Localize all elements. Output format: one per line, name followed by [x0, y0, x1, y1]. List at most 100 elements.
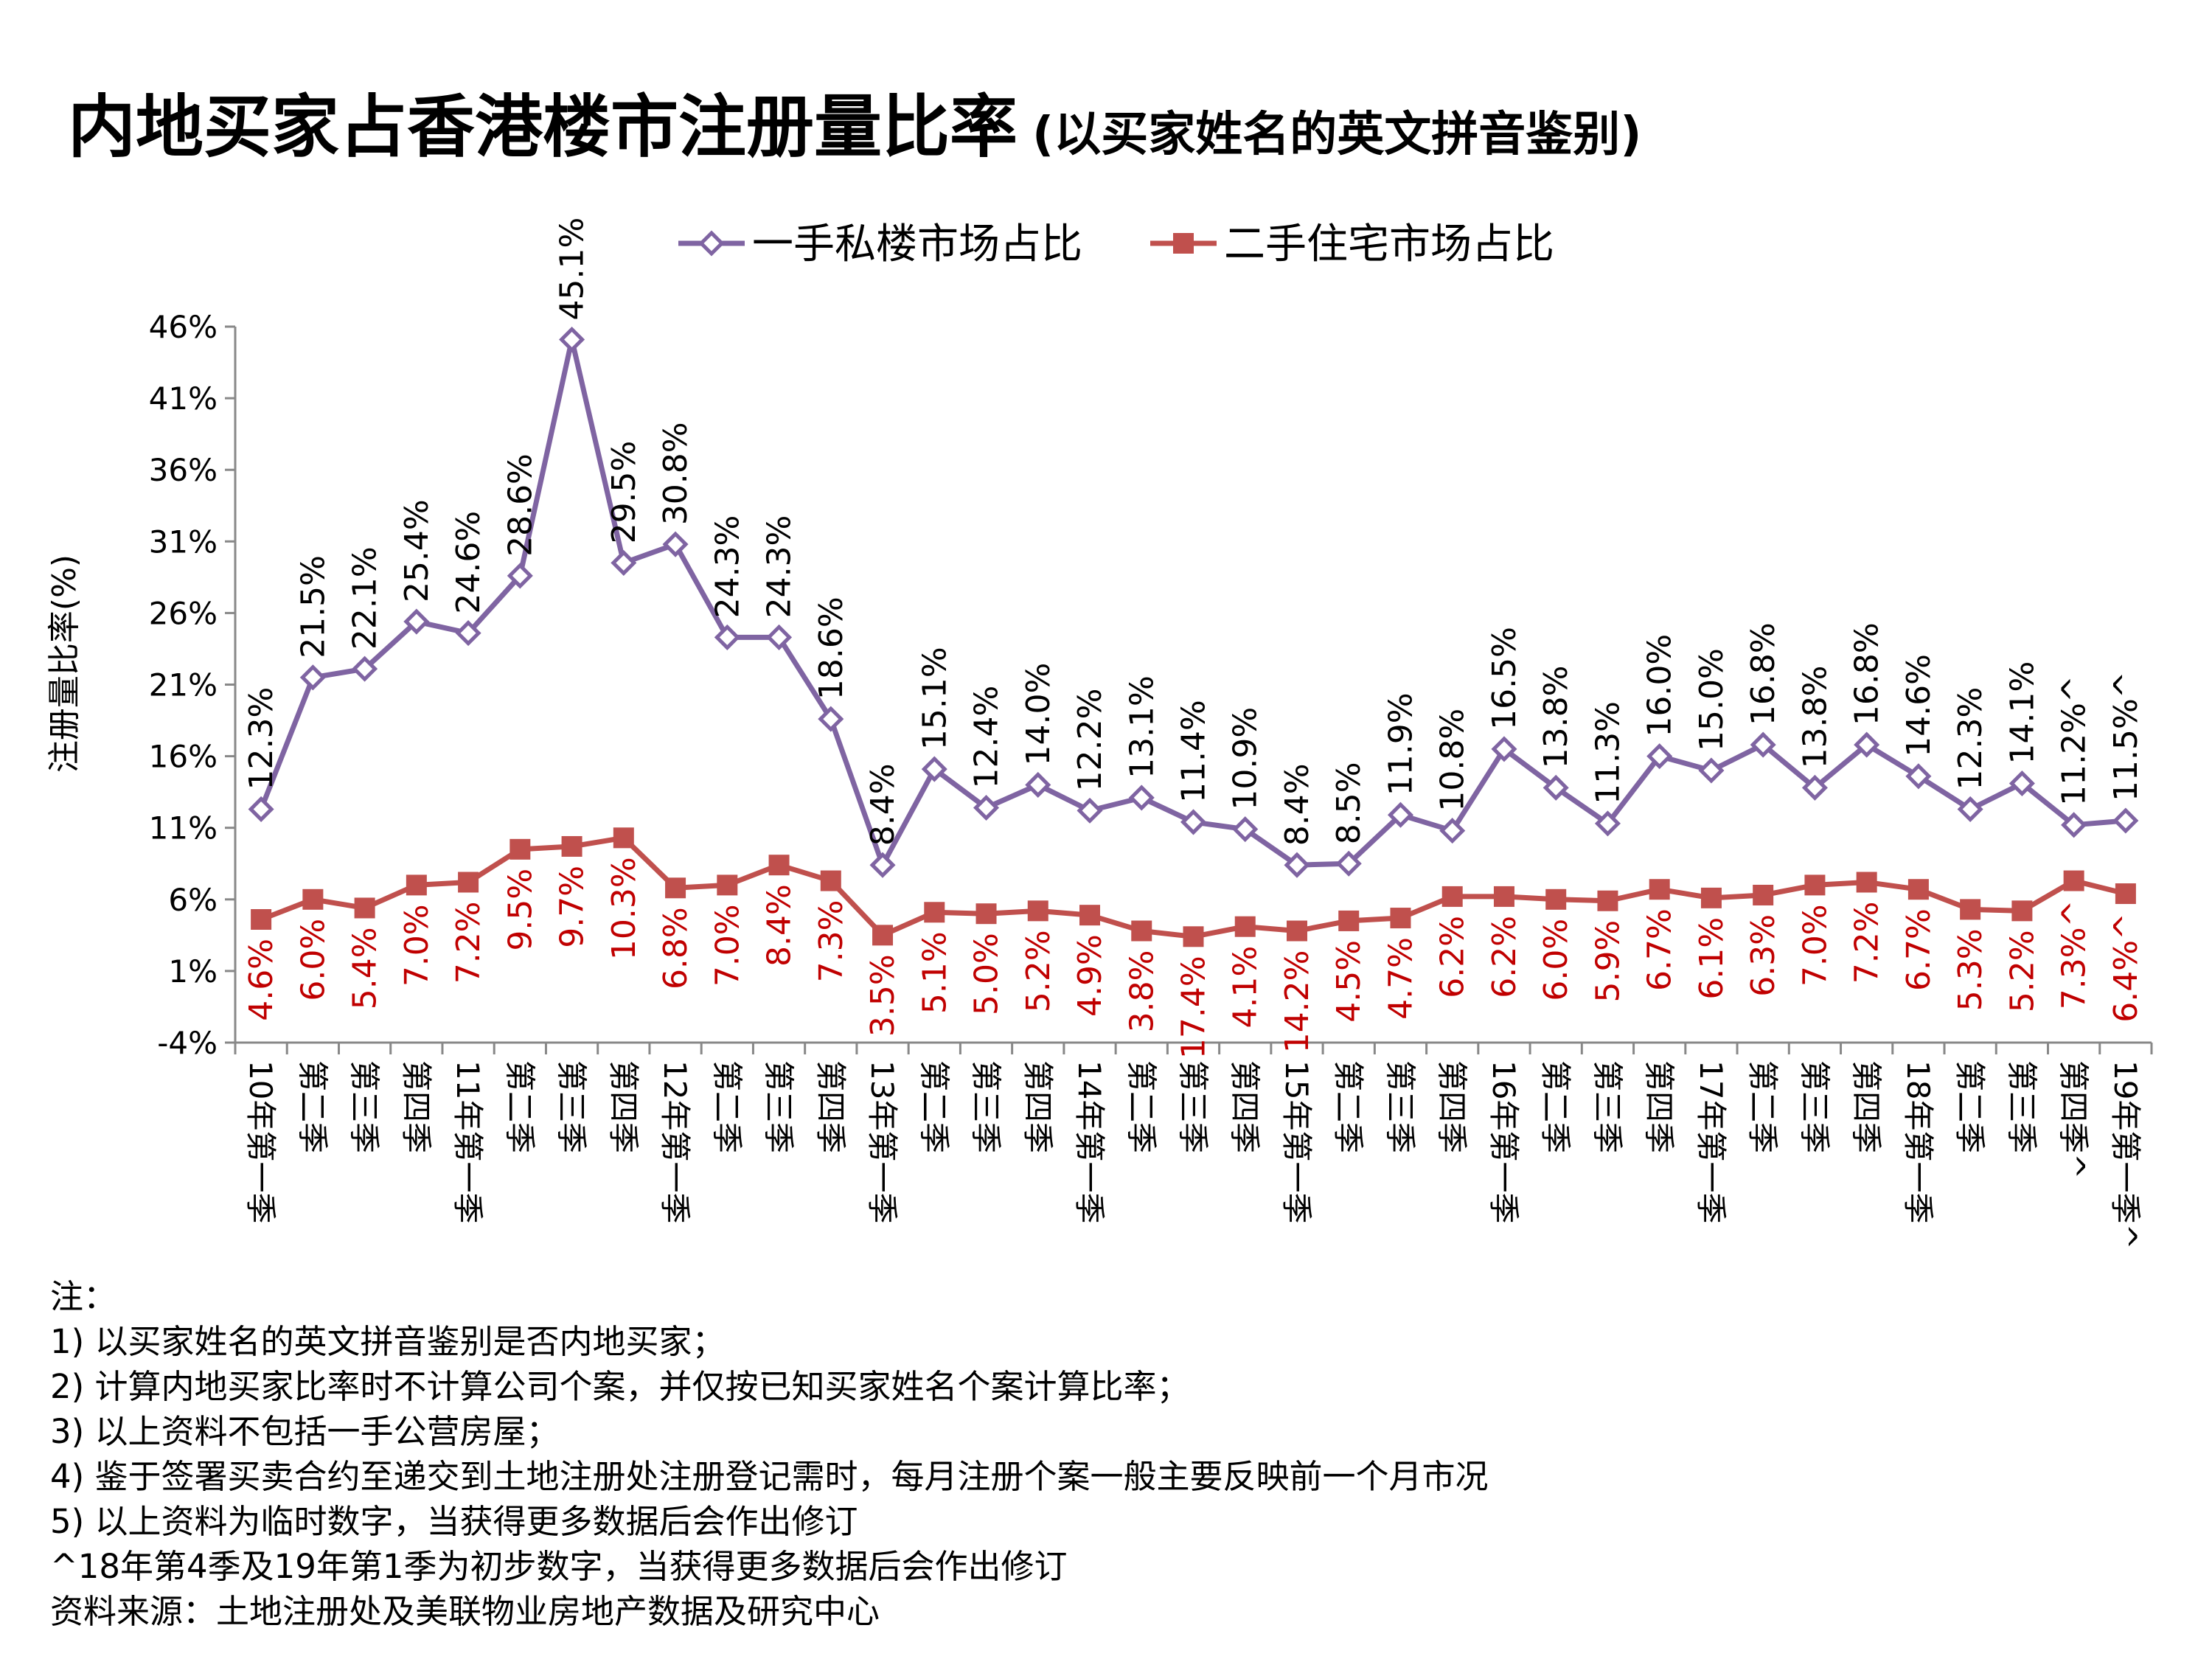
data-point-diamond: [1128, 785, 1155, 811]
data-point-diamond: [455, 620, 481, 647]
y-tick-label: 31%: [149, 524, 218, 560]
data-point-square: [717, 874, 738, 896]
x-tick-label: 第二季: [501, 1060, 538, 1153]
data-point-diamond: [1335, 850, 1362, 877]
data-label: 12.4%: [968, 686, 1006, 789]
data-point-diamond: [1439, 818, 1466, 844]
data-label: 4.6%: [243, 939, 280, 1021]
data-point-square: [1234, 916, 1256, 937]
data-label: 4.1%: [1227, 946, 1265, 1029]
data-point-diamond: [1905, 763, 1932, 790]
title-main: 内地买家占香港楼市注册量比率: [68, 88, 1018, 167]
data-label: 3.5%: [864, 954, 902, 1037]
data-label: 7.0%: [709, 904, 746, 987]
x-tick-label: 第四季: [813, 1060, 849, 1153]
data-point-square: [1493, 886, 1514, 907]
data-point-diamond: [1801, 774, 1828, 801]
data-point-square: [1286, 920, 1307, 942]
data-label: 10.3%: [605, 857, 643, 960]
data-point-square: [768, 855, 790, 876]
data-label: 6.8%: [657, 907, 695, 990]
data-label: 24.6%: [450, 511, 487, 614]
data-point-square: [1441, 886, 1463, 907]
x-tick-label: 第三季: [2003, 1060, 2039, 1153]
data-label: 9.7%: [554, 866, 591, 948]
data-point-square: [1804, 874, 1826, 896]
data-point-diamond: [1854, 731, 1880, 758]
data-label: 7.2%: [1848, 901, 1886, 984]
data-point-square: [2115, 883, 2136, 905]
data-label: 8.4%: [761, 884, 799, 967]
x-tick-label: 15年第一季: [1279, 1060, 1315, 1223]
data-point-square: [1027, 900, 1048, 922]
data-label: 3.8%: [1123, 950, 1161, 1033]
x-tick-label: 12年第一季: [657, 1060, 693, 1223]
x-tick-label: 第二季: [916, 1060, 952, 1153]
data-label: 8.4%: [864, 763, 902, 846]
note-line: 1) 以买家姓名的英文拼音鉴别是否内地买家；: [50, 1322, 726, 1361]
data-label: 11.5%^: [2107, 671, 2145, 801]
data-label: 17.4%: [1175, 956, 1213, 1059]
y-tick-label: 1%: [168, 953, 218, 990]
data-point-square: [613, 827, 634, 849]
note-line: 资料来源：土地注册处及美联物业房地产数据及研究中心: [50, 1592, 880, 1631]
x-tick-label: 第二季: [1952, 1060, 1988, 1153]
legend-label: 一手私楼市场占比: [752, 220, 1082, 268]
data-label: 14.1%: [2003, 661, 2041, 765]
data-point-square: [2063, 870, 2084, 891]
data-label: 12.3%: [1952, 687, 1989, 790]
x-tick-label: 19年第一季^: [2107, 1060, 2143, 1250]
x-tick-label: 17年第一季: [1693, 1060, 1729, 1223]
note-line: 5) 以上资料为临时数字，当获得更多数据后会作出修订: [50, 1502, 858, 1541]
data-label: 6.0%: [1537, 919, 1575, 1001]
data-point-square: [1649, 879, 1670, 900]
data-label: 4.9%: [1071, 934, 1109, 1017]
data-label: 12.2%: [1071, 689, 1109, 792]
x-tick-label: 第四季: [1434, 1060, 1470, 1153]
data-point-diamond: [1698, 757, 1725, 784]
x-tick-label: 第四季: [1641, 1060, 1677, 1153]
x-tick-label: 第二季: [294, 1060, 330, 1153]
data-point-diamond: [2112, 807, 2139, 834]
data-label: 11.2%^: [2056, 675, 2093, 806]
data-point-diamond: [818, 706, 844, 732]
y-tick-label: 21%: [149, 667, 218, 703]
note-line: 4) 鉴于签署买卖合约至递交到土地注册处注册登记需时，每月注册个案一般主要反映前…: [50, 1457, 1489, 1496]
data-label: 15.1%: [916, 647, 953, 750]
data-label: 7.0%: [398, 904, 436, 987]
data-point-square: [820, 870, 841, 891]
data-label: 13.8%: [1796, 666, 1834, 769]
data-point-square: [458, 872, 479, 893]
data-label: 11.4%: [1175, 700, 1213, 803]
y-tick-label: 41%: [149, 380, 218, 417]
data-point-diamond: [1387, 801, 1414, 828]
y-tick-label: 6%: [168, 882, 218, 918]
data-point-diamond: [1594, 810, 1621, 837]
legend-label: 二手住宅市场占比: [1224, 220, 1554, 268]
legend-marker-diamond: [698, 230, 725, 257]
y-tick-label: 36%: [149, 452, 218, 488]
x-tick-label: 第二季: [709, 1060, 745, 1153]
data-label: 45.1%: [554, 218, 591, 321]
data-label: 8.4%: [1279, 763, 1316, 846]
data-label: 16.8%: [1848, 622, 1886, 726]
note-line: 2) 计算内地买家比率时不计算公司个案，并仅按已知买家姓名个案计算比率；: [50, 1367, 1190, 1406]
data-point-diamond: [1232, 816, 1259, 843]
data-point-square: [1907, 879, 1929, 900]
data-point-diamond: [352, 655, 378, 682]
data-label: 4.5%: [1330, 940, 1368, 1023]
data-point-diamond: [1957, 796, 1983, 822]
data-point-diamond: [611, 549, 637, 576]
data-label: 24.3%: [709, 515, 746, 619]
x-tick-label: 第三季: [1382, 1060, 1418, 1153]
x-tick-label: 第四季: [1020, 1060, 1056, 1153]
y-tick-label: 46%: [149, 309, 218, 345]
data-label: 14.6%: [1900, 654, 1938, 757]
data-point-diamond: [507, 563, 533, 589]
x-tick-label: 第二季: [1330, 1060, 1366, 1153]
x-tick-label: 14年第一季: [1071, 1060, 1107, 1223]
x-tick-label: 第三季: [347, 1060, 383, 1153]
data-label: 6.7%: [1641, 908, 1679, 991]
title-subtitle: (以买家姓名的英文拼音鉴别): [1032, 108, 1642, 162]
data-point-diamond: [1077, 797, 1103, 824]
